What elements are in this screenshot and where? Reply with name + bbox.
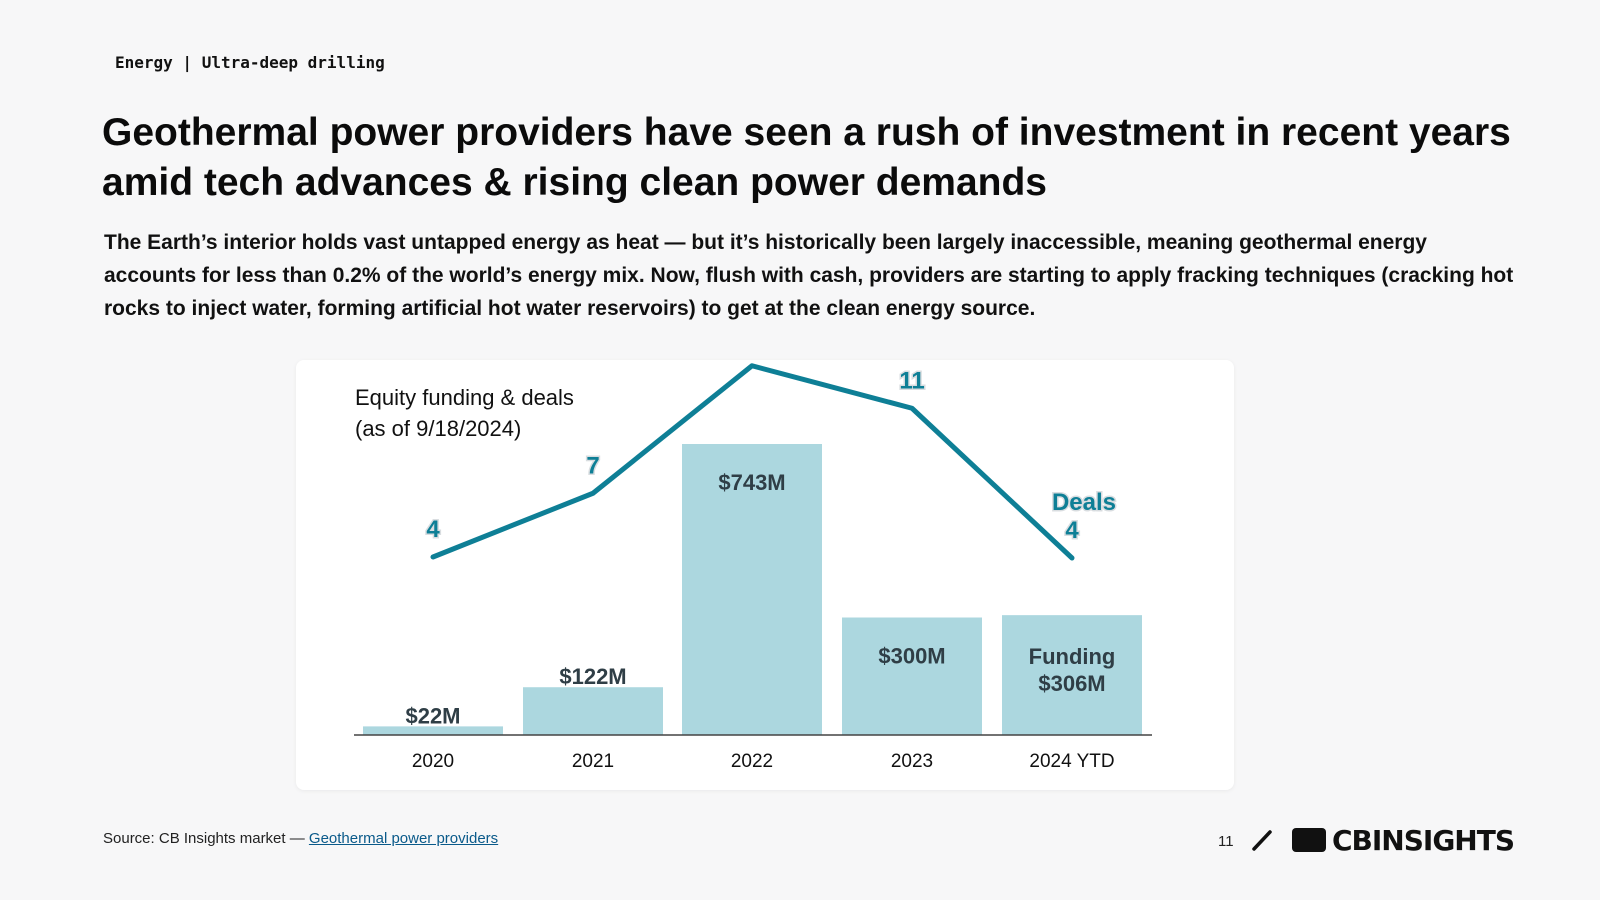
page-title: Geothermal power providers have seen a r… — [102, 111, 1511, 204]
funding-label-4: $306M — [1038, 671, 1105, 696]
source-note: Source: CB Insights market — Geothermal … — [103, 830, 498, 847]
source-prefix: Source: CB Insights market — — [103, 830, 309, 847]
logo-text: CBINSIGHTS — [1332, 823, 1515, 857]
chart-card: Equity funding & deals (as of 9/18/2024) $… — [296, 360, 1234, 790]
x-tick-label-3: 2023 — [891, 751, 933, 772]
deal-label-0: 4 — [426, 516, 440, 543]
bar-2022 — [682, 444, 822, 735]
page-number: 11 — [1218, 833, 1234, 850]
deals-annotation: Deals — [1052, 489, 1116, 516]
x-tick-label-4: 2024 YTD — [1029, 751, 1114, 772]
bar-2021 — [523, 687, 663, 735]
funding-annotation: Funding — [1029, 644, 1116, 669]
x-tick-label-1: 2021 — [572, 751, 614, 772]
x-tick-label-2: 2022 — [731, 751, 773, 772]
section-tag: Energy | Ultra-deep drilling — [115, 53, 385, 72]
chart-title-line-2: (as of 9/18/2024) — [355, 416, 521, 441]
logo-mark-icon — [1292, 828, 1326, 852]
slash-icon — [1252, 830, 1272, 851]
deal-label-3: 11 — [899, 367, 924, 394]
deal-label-1: 7 — [586, 452, 599, 479]
page-subtitle: The Earth’s interior holds vast untapped… — [104, 231, 1514, 320]
deals-line — [430, 363, 1075, 561]
deal-label-4: 4 — [1065, 517, 1079, 544]
chart-title-line-1: Equity funding & deals — [355, 385, 574, 410]
funding-label-3: $300M — [878, 644, 945, 669]
bar-2024-ytd — [1002, 615, 1142, 735]
funding-label-0: $22M — [405, 703, 460, 728]
source-link[interactable]: Geothermal power providers — [308, 830, 499, 847]
funding-label-2: $743M — [718, 470, 785, 495]
bar-2023 — [842, 617, 982, 735]
x-tick-label-0: 2020 — [412, 751, 454, 772]
funding-deals-chart: Equity funding & deals (as of 9/18/2024) $… — [354, 363, 1152, 772]
funding-label-1: $122M — [559, 664, 626, 689]
cbinsights-logo: CBINSIGHTS — [1292, 823, 1515, 857]
bar-2020 — [363, 726, 503, 735]
